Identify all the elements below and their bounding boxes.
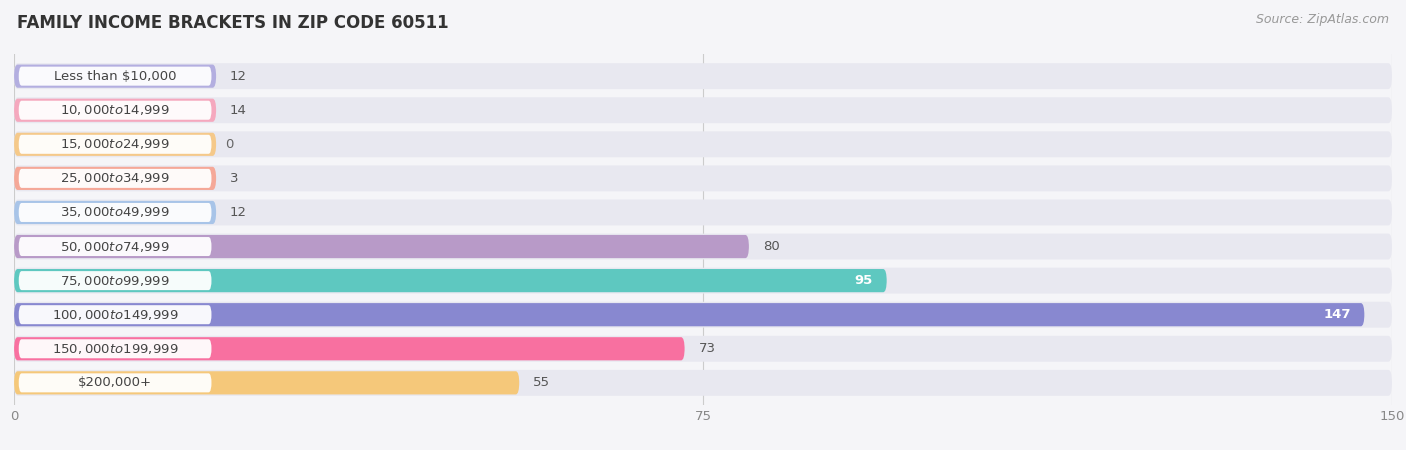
FancyBboxPatch shape bbox=[18, 101, 211, 120]
Text: $25,000 to $34,999: $25,000 to $34,999 bbox=[60, 171, 170, 185]
FancyBboxPatch shape bbox=[14, 64, 217, 88]
FancyBboxPatch shape bbox=[18, 135, 211, 154]
FancyBboxPatch shape bbox=[14, 201, 217, 224]
Text: 12: 12 bbox=[231, 70, 247, 83]
FancyBboxPatch shape bbox=[14, 302, 1392, 328]
FancyBboxPatch shape bbox=[14, 337, 685, 360]
Text: $50,000 to $74,999: $50,000 to $74,999 bbox=[60, 239, 170, 253]
Text: $200,000+: $200,000+ bbox=[79, 376, 152, 389]
Text: 147: 147 bbox=[1323, 308, 1351, 321]
FancyBboxPatch shape bbox=[18, 374, 211, 392]
Text: $15,000 to $24,999: $15,000 to $24,999 bbox=[60, 137, 170, 151]
FancyBboxPatch shape bbox=[14, 199, 1392, 225]
FancyBboxPatch shape bbox=[14, 99, 217, 122]
FancyBboxPatch shape bbox=[14, 235, 749, 258]
FancyBboxPatch shape bbox=[18, 271, 211, 290]
Text: $75,000 to $99,999: $75,000 to $99,999 bbox=[60, 274, 170, 288]
Text: Less than $10,000: Less than $10,000 bbox=[53, 70, 176, 83]
FancyBboxPatch shape bbox=[14, 63, 1392, 89]
Text: 12: 12 bbox=[231, 206, 247, 219]
FancyBboxPatch shape bbox=[18, 339, 211, 358]
FancyBboxPatch shape bbox=[14, 269, 887, 292]
Text: 14: 14 bbox=[231, 104, 247, 117]
Text: 95: 95 bbox=[855, 274, 873, 287]
FancyBboxPatch shape bbox=[14, 268, 1392, 293]
FancyBboxPatch shape bbox=[14, 234, 1392, 260]
FancyBboxPatch shape bbox=[18, 169, 211, 188]
FancyBboxPatch shape bbox=[18, 237, 211, 256]
FancyBboxPatch shape bbox=[14, 303, 1364, 326]
FancyBboxPatch shape bbox=[18, 203, 211, 222]
Text: 0: 0 bbox=[225, 138, 233, 151]
FancyBboxPatch shape bbox=[14, 133, 217, 156]
FancyBboxPatch shape bbox=[18, 67, 211, 86]
Text: 3: 3 bbox=[231, 172, 239, 185]
Text: 80: 80 bbox=[762, 240, 779, 253]
Text: $150,000 to $199,999: $150,000 to $199,999 bbox=[52, 342, 179, 356]
FancyBboxPatch shape bbox=[18, 305, 211, 324]
Text: $10,000 to $14,999: $10,000 to $14,999 bbox=[60, 103, 170, 117]
FancyBboxPatch shape bbox=[14, 371, 519, 395]
FancyBboxPatch shape bbox=[14, 97, 1392, 123]
FancyBboxPatch shape bbox=[14, 131, 1392, 157]
Text: 55: 55 bbox=[533, 376, 550, 389]
Text: $35,000 to $49,999: $35,000 to $49,999 bbox=[60, 206, 170, 220]
Text: $100,000 to $149,999: $100,000 to $149,999 bbox=[52, 308, 179, 322]
Text: FAMILY INCOME BRACKETS IN ZIP CODE 60511: FAMILY INCOME BRACKETS IN ZIP CODE 60511 bbox=[17, 14, 449, 32]
FancyBboxPatch shape bbox=[14, 166, 1392, 191]
Text: 73: 73 bbox=[699, 342, 716, 355]
Text: Source: ZipAtlas.com: Source: ZipAtlas.com bbox=[1256, 14, 1389, 27]
FancyBboxPatch shape bbox=[14, 167, 217, 190]
FancyBboxPatch shape bbox=[14, 336, 1392, 362]
FancyBboxPatch shape bbox=[14, 370, 1392, 396]
